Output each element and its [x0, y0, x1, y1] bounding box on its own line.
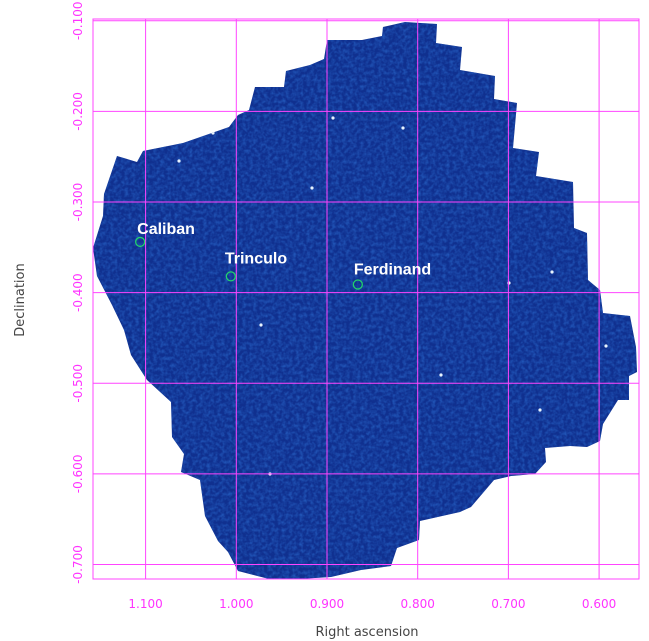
y-axis-title: Declination — [13, 263, 28, 337]
bright-source — [439, 373, 443, 377]
bright-source — [538, 408, 542, 412]
y-tick-label: -0.300 — [71, 183, 85, 222]
bright-source — [604, 344, 608, 348]
bright-source — [259, 323, 263, 327]
y-tick-label: -0.500 — [71, 364, 85, 403]
object-marker-ferdinand — [352, 279, 363, 290]
object-label-ferdinand: Ferdinand — [354, 262, 431, 279]
x-tick-labels: 1.100 1.000 0.900 0.800 0.700 0.600 — [128, 597, 616, 611]
y-tick-label: -0.600 — [71, 455, 85, 494]
bright-sources — [177, 116, 608, 476]
plot-frame — [92, 18, 640, 580]
object-label-caliban: Caliban — [137, 221, 195, 238]
object-markers: Caliban Trinculo Ferdinand — [135, 221, 431, 290]
x-tick-label: 0.800 — [401, 597, 435, 611]
bright-source — [331, 116, 335, 120]
bright-source — [401, 126, 405, 130]
object-marker-caliban — [135, 236, 146, 248]
object-label-trinculo: Trinculo — [225, 250, 287, 267]
y-tick-label: -0.200 — [71, 92, 85, 131]
x-tick-label: 1.000 — [219, 597, 253, 611]
bright-source — [310, 186, 314, 190]
x-tick-label: 0.700 — [491, 597, 525, 611]
x-axis-title: Right ascension — [315, 625, 418, 640]
x-tick-label: 0.900 — [310, 597, 344, 611]
coordinate-grid — [92, 18, 640, 580]
bright-source — [550, 270, 554, 274]
bright-source — [177, 159, 181, 163]
plot-area: Caliban Trinculo Ferdinand — [92, 18, 640, 580]
y-tick-label: -0.400 — [71, 273, 85, 312]
x-tick-label: 0.600 — [582, 597, 616, 611]
x-tick-label: 1.100 — [128, 597, 162, 611]
y-tick-label: -0.100 — [71, 1, 85, 40]
object-marker-trinculo — [225, 271, 237, 282]
y-tick-labels: -0.100 -0.200 -0.300 -0.400 -0.500 -0.600 -0.7… — [71, 1, 85, 583]
y-tick-label: -0.700 — [71, 545, 85, 584]
bright-source — [507, 281, 511, 285]
